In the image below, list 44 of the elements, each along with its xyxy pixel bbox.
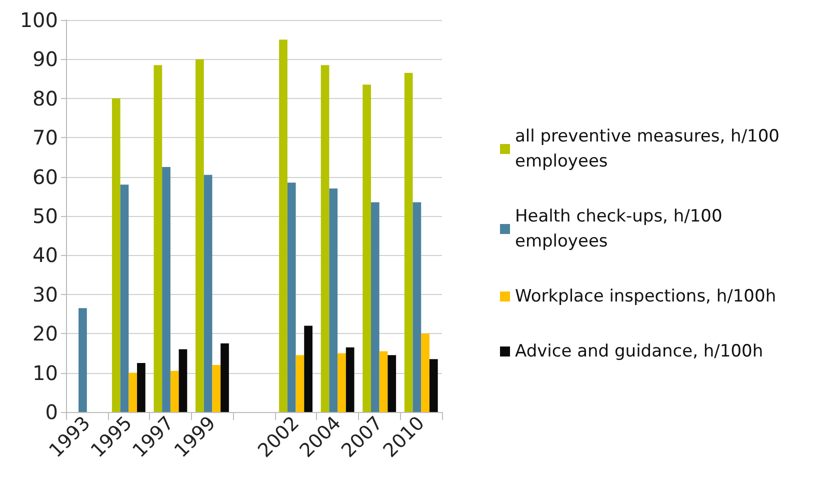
bar [370,202,380,412]
y-tick-label: 80 [32,86,58,110]
y-tick-label: 30 [32,282,58,306]
bar [412,202,422,412]
y-tick-label: 90 [32,47,58,72]
bar [421,334,430,412]
legend-label: Health check-ups, h/100 employees [515,206,728,252]
bar [162,167,170,412]
bar [154,65,162,412]
bar [346,347,354,412]
legend-label: Advice and guidance, h/100h [515,342,764,362]
bar [404,72,413,412]
legend-label: all preventive measures, h/100 employees [515,126,785,172]
y-tick-label: 50 [32,204,58,228]
y-tick-label: 20 [32,322,58,346]
bar [287,182,296,412]
bar [304,326,312,412]
bar [196,59,204,412]
bar [137,363,146,412]
bar [329,188,338,412]
bar [78,308,87,412]
bar [279,40,288,412]
bar [379,351,388,412]
bar [204,174,212,412]
y-tick-label: 0 [45,400,58,424]
bar [362,84,371,412]
bar [178,349,188,412]
bar [338,353,346,412]
bar [128,372,138,412]
bar [296,355,304,412]
y-tick-label: 70 [32,126,58,150]
bar [212,364,221,412]
bar [320,65,330,412]
y-tick-label: 60 [32,164,58,189]
y-tick-label: 10 [32,360,58,385]
bar [170,370,179,412]
bar [112,98,120,412]
legend-label: Workplace inspections, h/100h [515,286,776,306]
bar [120,184,129,412]
bar [388,355,396,412]
y-tick-label: 100 [20,8,58,32]
bar [429,359,438,412]
y-tick-label: 40 [32,243,58,268]
bar [220,343,229,412]
